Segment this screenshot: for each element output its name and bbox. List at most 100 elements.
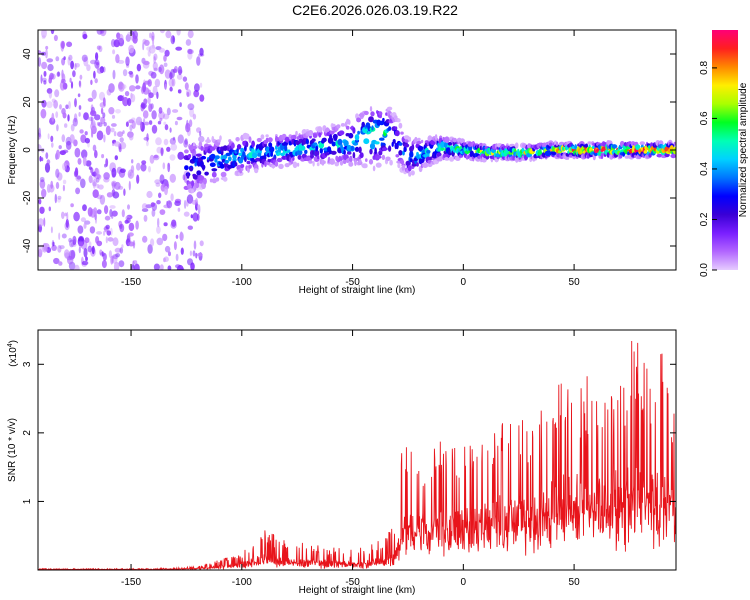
spectrogram-noise-cell xyxy=(170,193,174,201)
spectrogram-noise-cell xyxy=(55,149,60,160)
spectrogram-noise-cell xyxy=(143,214,148,222)
spectrogram-noise-cell xyxy=(67,114,70,122)
spectrogram-ridge-cell xyxy=(402,150,405,156)
spectrogram-ridge-cell xyxy=(309,135,312,139)
spectrogram-ridge-cell xyxy=(292,156,295,161)
spectrogram-ridge-cell xyxy=(449,156,455,162)
spectrogram-noise-cell xyxy=(38,218,44,227)
spectrogram-noise-cell xyxy=(197,204,201,210)
spectrogram-noise-cell xyxy=(197,252,203,257)
spectrogram-noise-cell xyxy=(95,177,100,183)
spectrogram-noise-cell xyxy=(171,219,177,227)
spectrogram-noise-cell xyxy=(78,105,82,110)
spectrogram-noise-cell xyxy=(91,245,95,255)
spectrogram-ridge-cell xyxy=(420,139,424,144)
spectrogram-noise-cell xyxy=(196,56,201,66)
spectrogram-noise-cell xyxy=(45,49,48,59)
spectrogram-noise-cell xyxy=(107,237,114,242)
spectrogram-noise-cell xyxy=(153,263,160,270)
spectrogram-noise-cell xyxy=(110,255,114,265)
spectrogram-noise-cell xyxy=(68,237,73,243)
spectrogram-noise-cell xyxy=(55,181,60,190)
spectrogram-noise-cell xyxy=(148,165,151,173)
spectrogram-noise-cell xyxy=(182,76,188,82)
spectrogram-noise-cell xyxy=(176,73,183,80)
spectrogram-noise-cell xyxy=(187,30,194,39)
spectrogram-ridge-cell xyxy=(196,170,202,176)
spectrogram-noise-cell xyxy=(175,234,179,239)
spectrogram-ridge-cell xyxy=(224,159,229,164)
spectrogram-noise-cell xyxy=(78,246,81,254)
spectrogram-ridge-cell xyxy=(237,171,244,177)
spectrogram-noise-cell xyxy=(114,181,121,190)
spectrogram-noise-cell xyxy=(91,89,97,100)
spectrogram-ridge-cell xyxy=(232,154,237,159)
spectrogram-noise-cell xyxy=(100,107,104,115)
page-title: C2E6.2026.026.03.19.R22 xyxy=(292,2,458,18)
spectrogram-ridge-cell xyxy=(317,126,323,133)
spectrogram-noise-cell xyxy=(102,97,106,107)
spectrogram-noise-cell xyxy=(127,241,135,247)
spectrogram-noise-cell xyxy=(157,66,162,73)
spectrogram-noise-cell xyxy=(199,82,203,88)
spectrogram-noise-cell xyxy=(166,107,171,116)
spectrogram-noise-cell xyxy=(150,71,157,79)
spectrogram-ridge-cell xyxy=(260,134,265,140)
snr-y-tick-label: 3 xyxy=(22,361,33,367)
spectrogram-ridge-cell xyxy=(348,132,354,139)
spectrogram-noise-cell xyxy=(169,86,173,92)
spectrogram-noise-cell xyxy=(131,159,134,164)
spectrogram-noise-cell xyxy=(142,38,147,45)
spectrogram-ridge-cell xyxy=(382,117,385,122)
spectrogram-ridge-cell xyxy=(436,152,442,157)
spectrogram-noise-cell xyxy=(61,41,65,50)
snr-x-axis-label: Height of straight line (km) xyxy=(299,585,416,596)
spectrogram-ridge-cell xyxy=(245,141,249,148)
spectrogram-ridge-cell xyxy=(611,144,618,149)
spectrogram-noise-cell xyxy=(153,67,158,72)
spectrogram-x-ticks: -150 -100 -50 0 50 xyxy=(121,30,580,288)
spectrogram-ridge-cell xyxy=(336,124,341,129)
spectrogram-noise-cell xyxy=(73,211,80,222)
spectrogram-noise-cell xyxy=(99,194,106,205)
spectrogram-noise-cell xyxy=(84,131,88,136)
spectrogram-noise-cell xyxy=(94,114,101,121)
spectrogram-noise-cell xyxy=(43,70,47,77)
spectrogram-noise-cell xyxy=(146,140,149,147)
spectrogram-noise-cell xyxy=(112,69,116,80)
spectrogram-noise-cell xyxy=(92,171,97,177)
spectrogram-ridge-cell xyxy=(411,144,415,151)
spectrogram-noise-cell xyxy=(190,214,193,219)
spectrogram-ridge-cell xyxy=(395,154,400,158)
spectrogram-ridge-cell xyxy=(318,132,322,138)
spectrogram-noise-cell xyxy=(187,258,193,266)
spectrogram-noise-cell xyxy=(99,252,106,257)
spectrogram-noise-cell xyxy=(61,134,66,143)
spectrogram-noise-cell xyxy=(65,104,69,110)
spectrogram-noise-cell xyxy=(41,99,47,108)
spectrogram-noise-cell xyxy=(199,47,204,57)
spectrogram-ridge-cell xyxy=(349,156,353,163)
spectrogram-ridge-cell xyxy=(574,144,577,150)
spectrogram-noise-cell xyxy=(69,134,75,144)
spectrogram-ridge-cell xyxy=(404,143,410,148)
spectrogram-noise-cell xyxy=(40,74,43,84)
spectrogram-ridge-cell xyxy=(452,137,457,143)
spectrogram-noise-cell xyxy=(74,147,81,158)
spectrogram-ridge-cell xyxy=(317,155,320,160)
spectrogram-ridge-cell xyxy=(244,156,247,163)
spectrogram-noise-cell xyxy=(113,131,117,137)
spectrogram-noise-cell xyxy=(187,225,193,230)
spectrogram-ridge-cell xyxy=(374,141,380,145)
spectrogram-y-tick-label: 0 xyxy=(22,147,33,153)
spectrogram-noise-cell xyxy=(112,255,118,264)
spectrogram-noise-cell xyxy=(58,145,62,150)
spectrogram-noise-cell xyxy=(41,188,47,198)
spectrogram-noise-cell xyxy=(113,261,120,270)
spectrogram-ridge-cell xyxy=(319,147,323,154)
snr-panel: -150 -100 -50 0 50 1 2 3 Height of straight li… xyxy=(7,329,677,596)
spectrogram-noise-cell xyxy=(119,168,126,173)
spectrogram-noise-cell xyxy=(147,96,151,105)
spectrogram-noise-cell xyxy=(128,44,135,54)
